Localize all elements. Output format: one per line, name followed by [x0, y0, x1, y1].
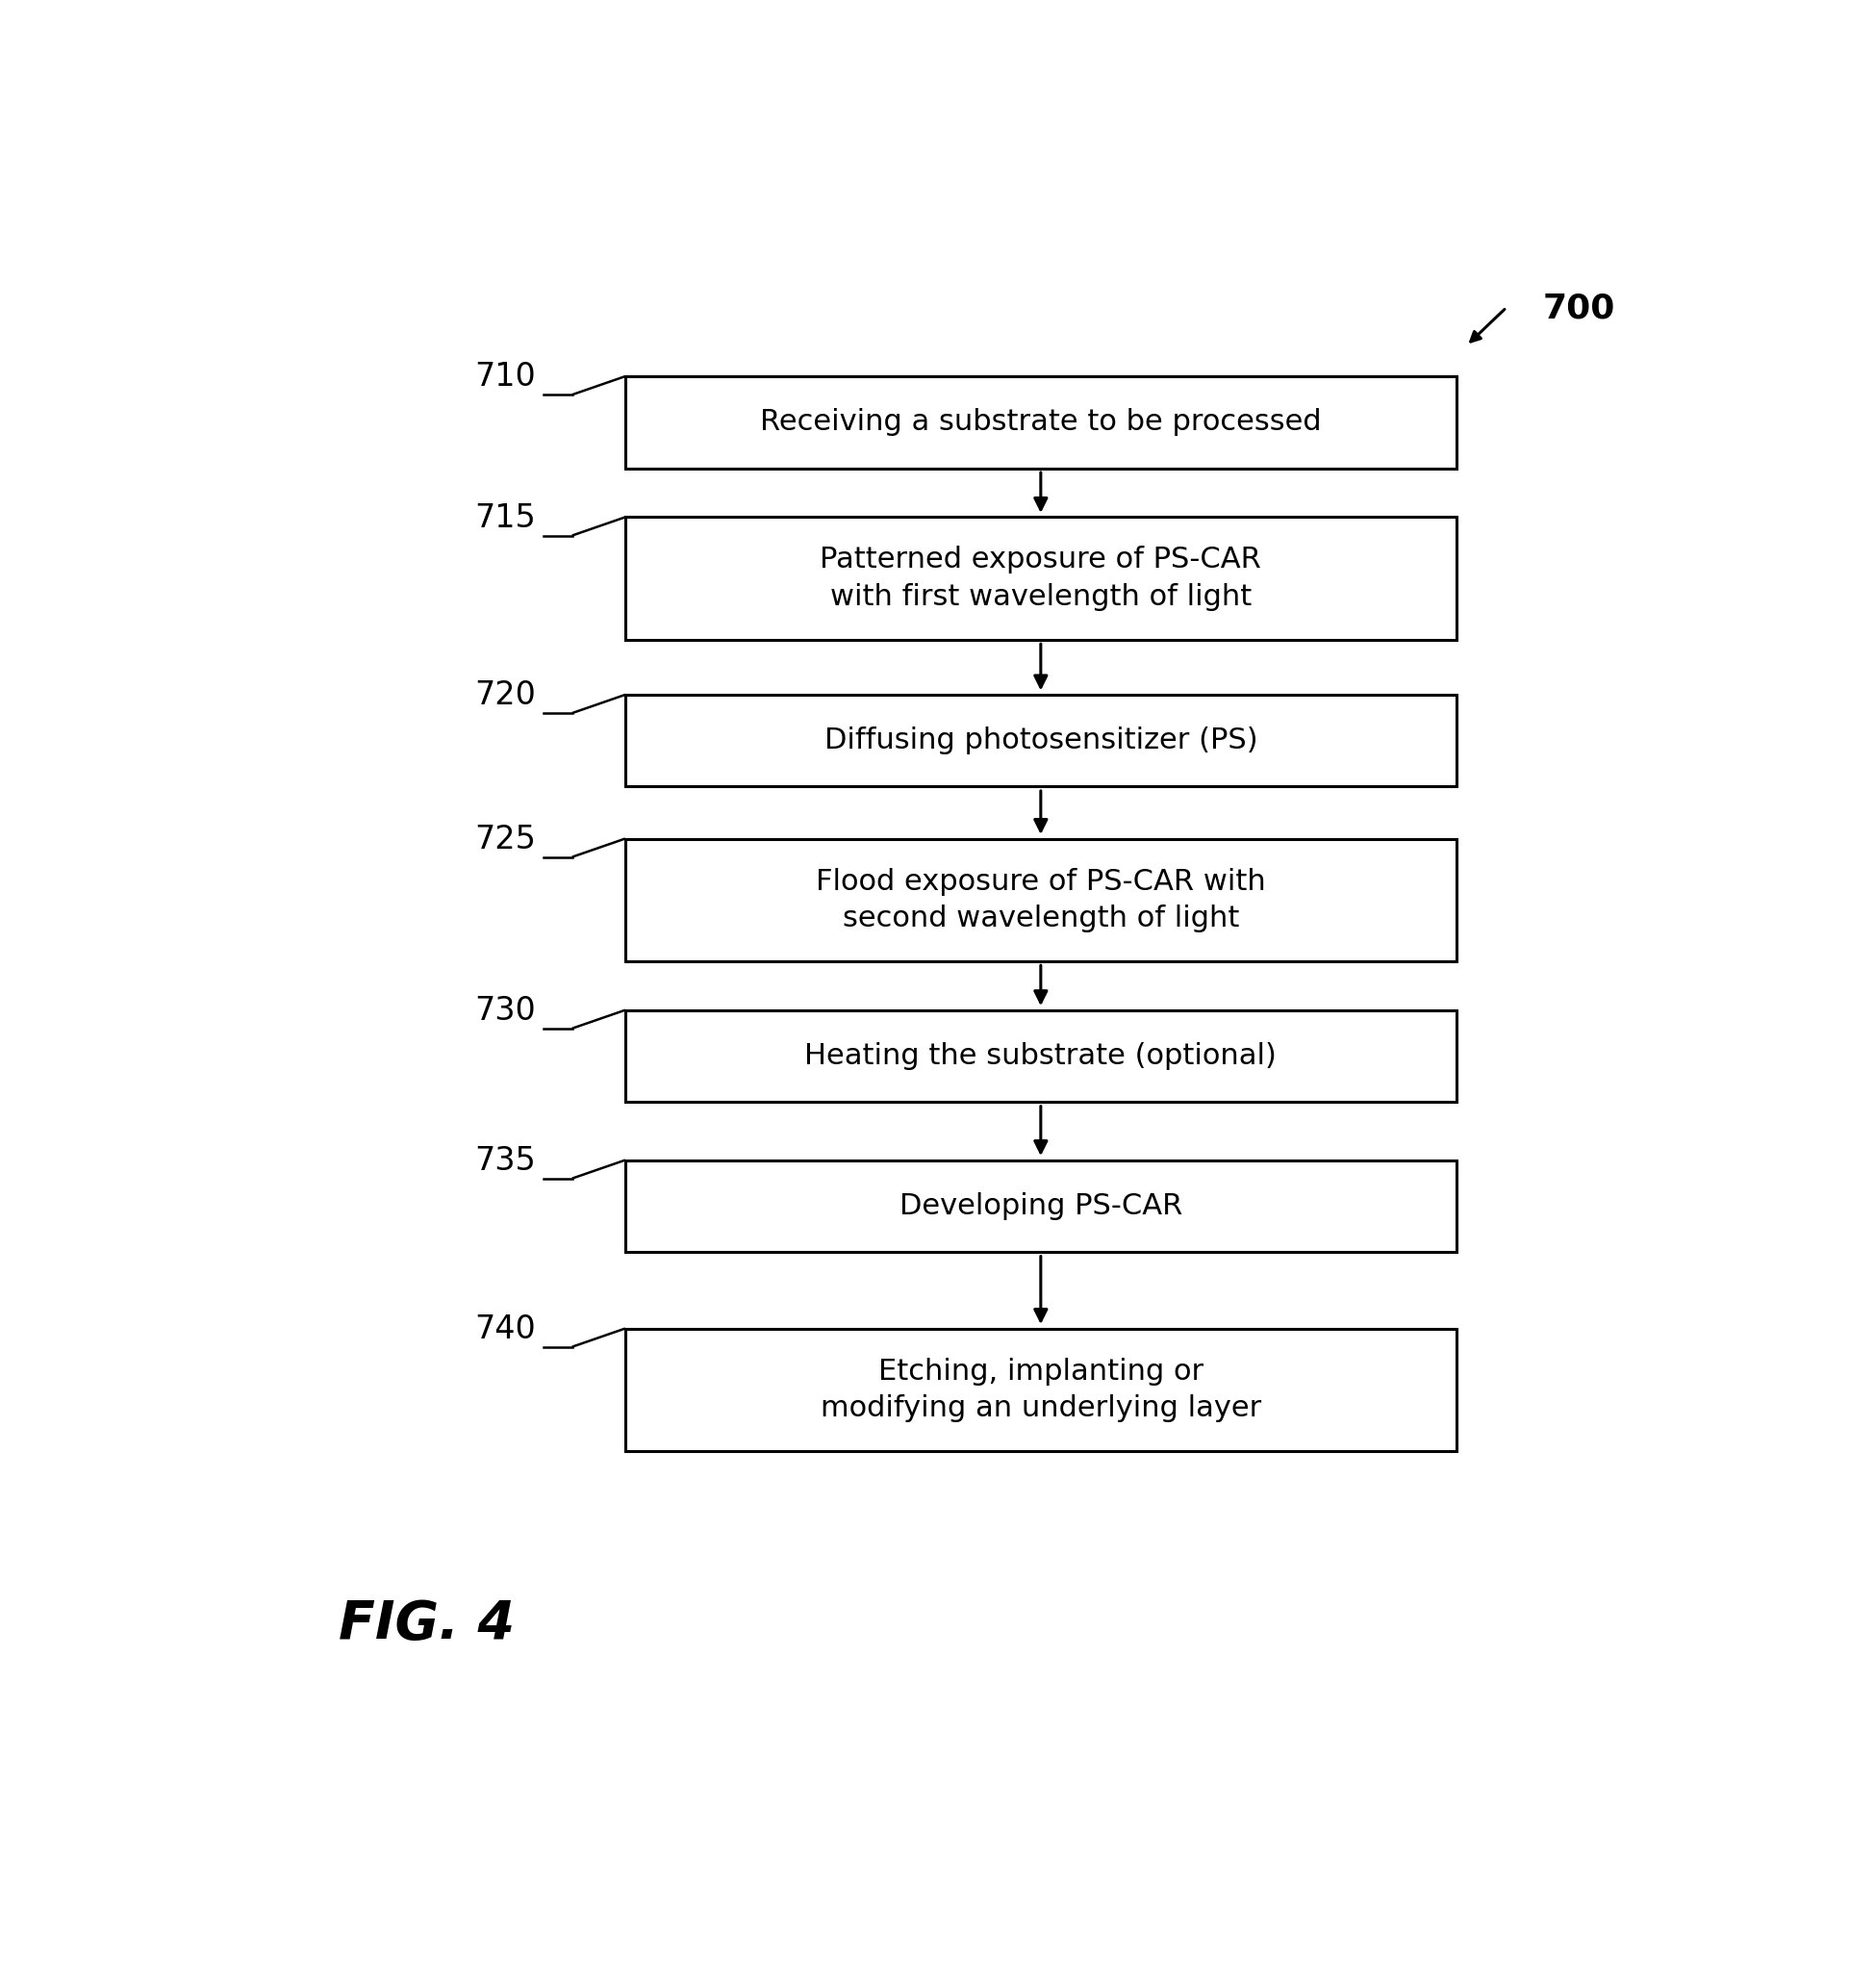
Bar	[625, 1161, 1457, 1252]
Text: 715: 715	[475, 501, 536, 533]
Text: 720: 720	[475, 680, 536, 712]
Text: Receiving a substrate to be processed: Receiving a substrate to be processed	[760, 408, 1322, 435]
Text: Heating the substrate (optional): Heating the substrate (optional)	[804, 1042, 1278, 1070]
Text: 700: 700	[1542, 292, 1614, 324]
Bar	[625, 517, 1457, 640]
Text: 725: 725	[475, 823, 536, 855]
Text: 730: 730	[475, 994, 536, 1026]
Text: 735: 735	[475, 1145, 536, 1177]
Text: FIG. 4: FIG. 4	[338, 1598, 514, 1650]
Text: Developing PS-CAR: Developing PS-CAR	[899, 1193, 1182, 1221]
Text: Etching, implanting or
modifying an underlying layer: Etching, implanting or modifying an unde…	[821, 1358, 1261, 1421]
Text: 710: 710	[475, 362, 536, 394]
Text: Flood exposure of PS-CAR with
second wavelength of light: Flood exposure of PS-CAR with second wav…	[815, 867, 1267, 932]
Bar	[625, 839, 1457, 960]
Text: 740: 740	[475, 1314, 536, 1346]
Bar	[625, 1010, 1457, 1101]
Bar	[625, 1328, 1457, 1451]
Text: Diffusing photosensitizer (PS): Diffusing photosensitizer (PS)	[825, 728, 1257, 755]
Bar	[625, 376, 1457, 469]
Text: Patterned exposure of PS-CAR
with first wavelength of light: Patterned exposure of PS-CAR with first …	[821, 547, 1261, 610]
Bar	[625, 694, 1457, 787]
